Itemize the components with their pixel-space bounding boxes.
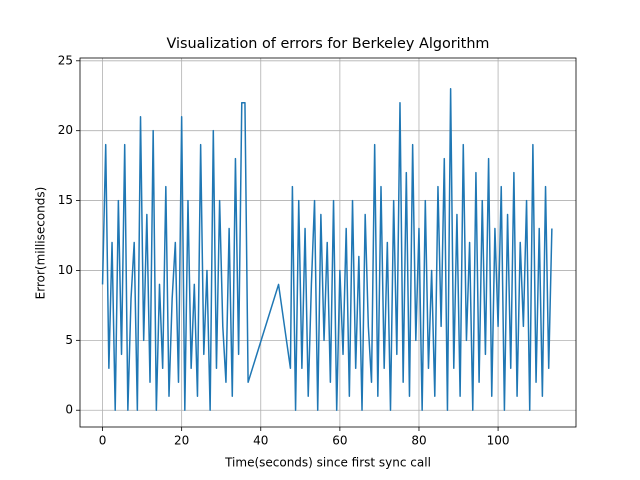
y-tick-label: 20 bbox=[58, 123, 73, 137]
plot-frame bbox=[79, 57, 577, 428]
chart-title: Visualization of errors for Berkeley Alg… bbox=[167, 36, 490, 52]
x-tick-label: 20 bbox=[174, 434, 189, 448]
x-axis-label: Time(seconds) since first sync call bbox=[224, 456, 431, 470]
x-tick-label: 100 bbox=[487, 434, 510, 448]
y-tick-label: 0 bbox=[65, 403, 73, 417]
data-line bbox=[101, 88, 553, 411]
x-tick-label: 40 bbox=[253, 434, 268, 448]
x-tick-label: 80 bbox=[411, 434, 426, 448]
y-tick-label: 10 bbox=[58, 263, 73, 277]
x-tick-label: 0 bbox=[99, 434, 107, 448]
x-tick-label: 60 bbox=[332, 434, 347, 448]
y-tick-label: 25 bbox=[58, 53, 73, 67]
y-tick-label: 15 bbox=[58, 193, 73, 207]
y-tick-label: 5 bbox=[65, 333, 73, 347]
y-axis-label: Error(milliseconds) bbox=[34, 187, 48, 300]
